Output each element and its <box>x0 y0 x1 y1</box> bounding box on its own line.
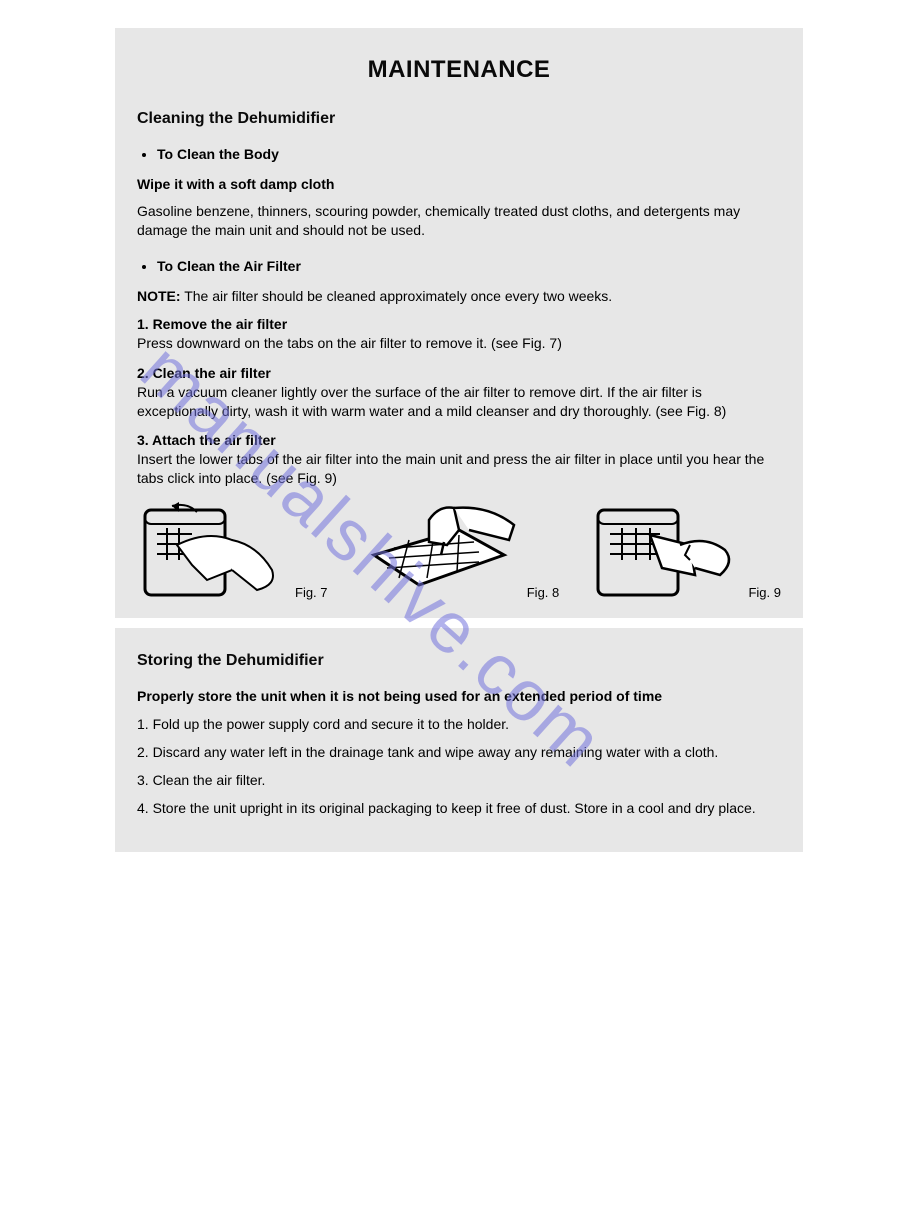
bullet-clean-body: To Clean the Body <box>157 146 781 162</box>
storing-item-1: 1. Fold up the power supply cord and sec… <box>137 716 781 732</box>
storing-item-3: 3. Clean the air filter. <box>137 772 781 788</box>
figure-7 <box>137 500 287 600</box>
bullet-clean-filter: To Clean the Air Filter <box>157 258 781 274</box>
figure-7-group: Fig. 7 <box>137 500 328 600</box>
step1-body: Press downward on the tabs on the air fi… <box>137 334 781 353</box>
figure-9-group: Fig. 9 <box>590 500 781 600</box>
page-title: MAINTENANCE <box>137 56 781 84</box>
note-line: NOTE: The air filter should be cleaned a… <box>137 288 781 304</box>
bullet-list-body: To Clean the Body <box>157 146 781 162</box>
figure-9-icon <box>590 500 740 600</box>
figure-7-icon <box>137 500 287 600</box>
figure-8-group: Fig. 8 <box>359 500 560 600</box>
step2-body: Run a vacuum cleaner lightly over the su… <box>137 383 781 421</box>
step1-title: 1. Remove the air filter <box>137 316 781 332</box>
storing-list: 1. Fold up the power supply cord and sec… <box>137 716 781 816</box>
figure-8 <box>359 500 519 600</box>
note-label: NOTE: <box>137 288 181 304</box>
figure-9 <box>590 500 740 600</box>
step3-body: Insert the lower tabs of the air filter … <box>137 450 781 488</box>
storing-panel: Storing the Dehumidifier Properly store … <box>115 628 803 852</box>
step2-title: 2. Clean the air filter <box>137 365 781 381</box>
figure-row: Fig. 7 <box>137 500 781 600</box>
document-page: manualshive.com MAINTENANCE Cleaning the… <box>0 28 918 1216</box>
note-text: The air filter should be cleaned approxi… <box>184 288 612 304</box>
step3-title: 3. Attach the air filter <box>137 432 781 448</box>
storing-heading: Storing the Dehumidifier <box>137 652 781 670</box>
cleaning-heading: Cleaning the Dehumidifier <box>137 110 781 128</box>
wipe-instruction: Wipe it with a soft damp cloth <box>137 176 781 192</box>
caution-text: Gasoline benzene, thinners, scouring pow… <box>137 202 781 240</box>
cleaning-panel: MAINTENANCE Cleaning the Dehumidifier To… <box>115 28 803 618</box>
storing-intro: Properly store the unit when it is not b… <box>137 688 781 704</box>
storing-item-2: 2. Discard any water left in the drainag… <box>137 744 781 760</box>
bullet-list-filter: To Clean the Air Filter <box>157 258 781 274</box>
figure-8-label: Fig. 8 <box>527 585 560 600</box>
figure-9-label: Fig. 9 <box>748 585 781 600</box>
figure-8-icon <box>359 500 519 600</box>
storing-item-4: 4. Store the unit upright in its origina… <box>137 800 781 816</box>
figure-7-label: Fig. 7 <box>295 585 328 600</box>
